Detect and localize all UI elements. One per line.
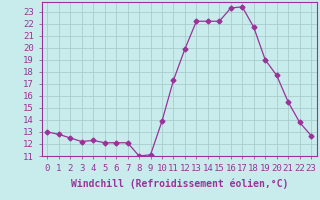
X-axis label: Windchill (Refroidissement éolien,°C): Windchill (Refroidissement éolien,°C) — [70, 178, 288, 189]
